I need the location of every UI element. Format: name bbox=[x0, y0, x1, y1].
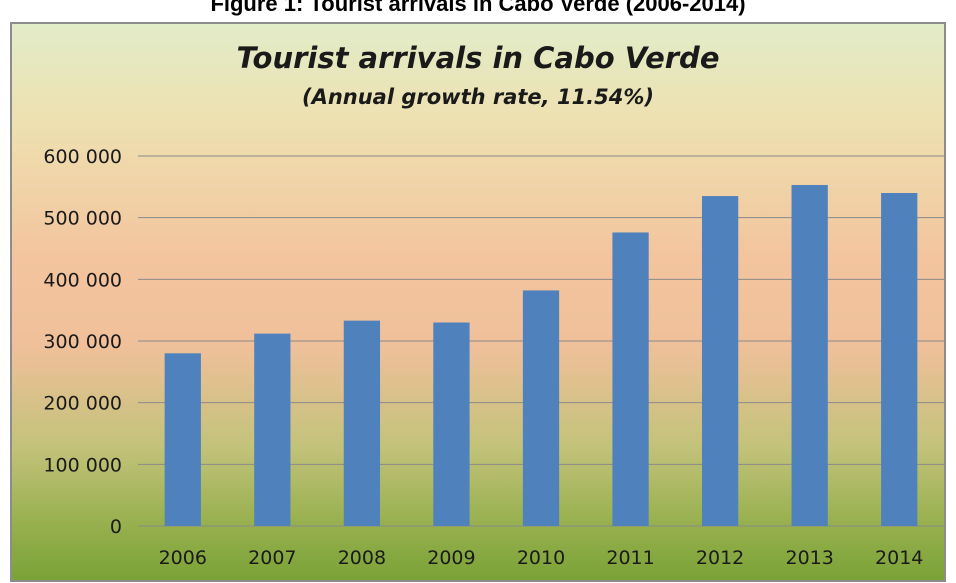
y-axis-tick-labels: 0 100 000 200 000 300 000 400 000 500 000 600 … bbox=[43, 146, 122, 538]
bar-2013 bbox=[791, 184, 828, 526]
y-tick-label: 200 000 bbox=[43, 393, 122, 415]
chart-area: Tourist arrivals in Cabo Verde (Annual g… bbox=[10, 22, 946, 582]
x-tick-label: 2009 bbox=[427, 547, 475, 569]
chart-title: Tourist arrivals in Cabo Verde bbox=[236, 41, 719, 75]
bar-2009 bbox=[433, 322, 470, 526]
x-tick-label: 2007 bbox=[248, 547, 296, 569]
bars bbox=[164, 184, 918, 527]
y-tick-label: 300 000 bbox=[43, 331, 122, 353]
bar-2007 bbox=[254, 333, 291, 526]
y-tick-label: 400 000 bbox=[43, 269, 122, 291]
x-tick-label: 2011 bbox=[606, 547, 654, 569]
bar-chart: Tourist arrivals in Cabo Verde (Annual g… bbox=[43, 41, 944, 569]
bar-2014 bbox=[881, 193, 918, 526]
x-tick-label: 2013 bbox=[785, 547, 833, 569]
bar-2010 bbox=[522, 290, 560, 526]
x-tick-label: 2006 bbox=[159, 547, 207, 569]
x-axis-tick-labels: 2006 2007 2008 2009 2010 2011 2012 2013 2014 bbox=[159, 547, 924, 569]
chart-subtitle: (Annual growth rate, 11.54%) bbox=[302, 85, 654, 109]
y-tick-label: 600 000 bbox=[43, 146, 122, 168]
y-tick-label: 0 bbox=[110, 516, 122, 538]
bar-2012 bbox=[701, 196, 739, 527]
bar-2006 bbox=[164, 353, 201, 526]
y-tick-label: 500 000 bbox=[43, 208, 122, 230]
bar-2011 bbox=[612, 232, 649, 526]
bar-2008 bbox=[343, 320, 381, 526]
figure-caption: Figure 1: Tourist arrivals in Cabo Verde… bbox=[210, 0, 746, 16]
x-tick-label: 2012 bbox=[696, 547, 744, 569]
y-tick-label: 100 000 bbox=[43, 454, 122, 476]
x-tick-label: 2008 bbox=[338, 547, 386, 569]
x-tick-label: 2010 bbox=[517, 547, 565, 569]
x-tick-label: 2014 bbox=[875, 547, 923, 569]
